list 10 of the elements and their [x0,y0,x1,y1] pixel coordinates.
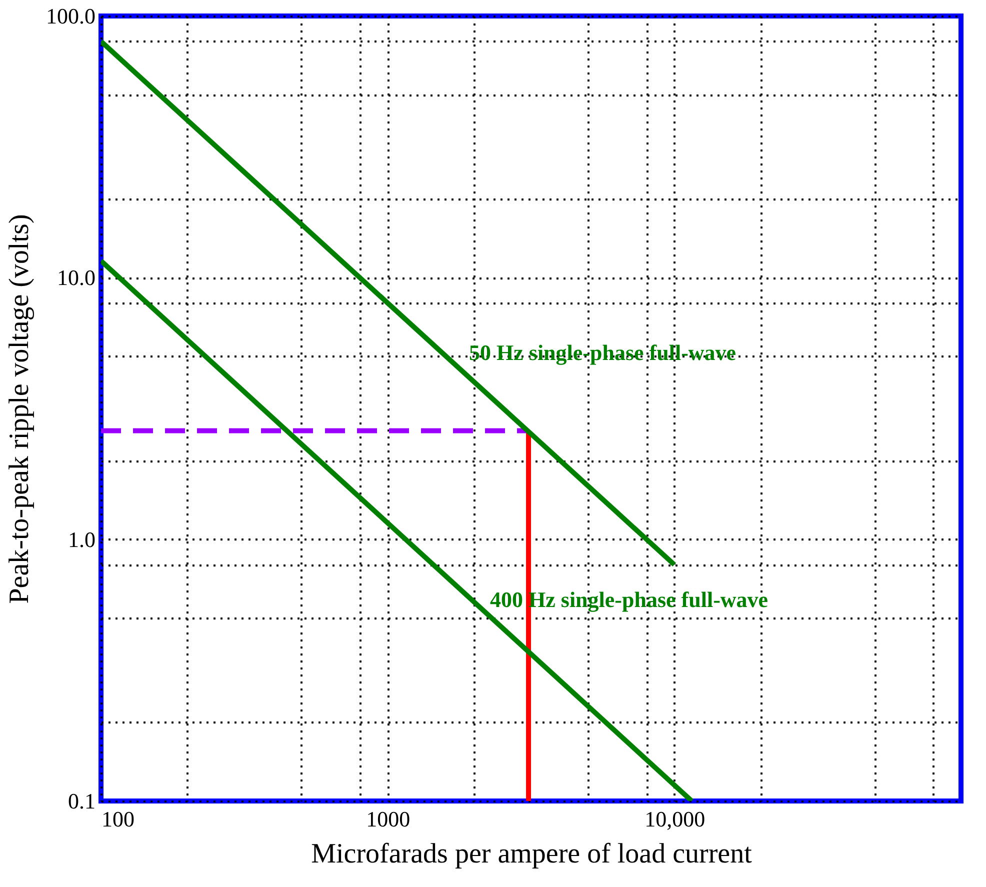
x-axis-title: Microfarads per ampere of load current [311,838,752,870]
y-tick-label: 0.1 [68,788,96,814]
x-tick-label: 10,000 [644,806,706,832]
x-tick-label: 100 [102,806,134,832]
y-axis-title: Peak-to-peak ripple voltage (volts) [4,214,35,604]
y-tick-label: 1.0 [68,526,96,552]
y-tick-label: 100.0 [46,4,96,28]
x-tick-label: 1000 [366,806,410,832]
annotation: 50 Hz single-phase full-wave [469,340,736,365]
y-tick-label: 10.0 [57,265,96,290]
